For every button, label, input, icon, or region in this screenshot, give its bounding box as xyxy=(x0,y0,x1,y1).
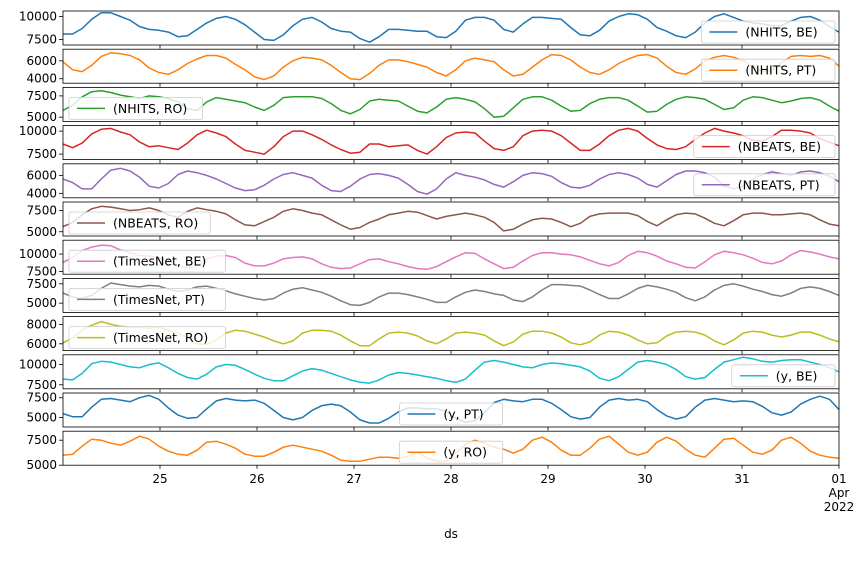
y-tick-label: 10000 xyxy=(19,247,57,261)
legend: (NBEATS, RO) xyxy=(68,211,211,235)
y-tick-label: 10000 xyxy=(19,124,57,138)
y-tick-label: 6000 xyxy=(26,168,57,182)
legend-label: (NHITS, PT) xyxy=(745,63,816,78)
legend-label: (NBEATS, BE) xyxy=(738,139,821,154)
x-tick-label: 30 xyxy=(637,472,652,486)
legend-label: (NBEATS, RO) xyxy=(113,216,198,231)
x-tick-label: 27 xyxy=(346,472,361,486)
y-tick-label: 10000 xyxy=(19,10,57,24)
legend: (TimesNet, RO) xyxy=(68,326,226,350)
legend-box xyxy=(701,58,836,82)
legend-label: (TimesNet, PT) xyxy=(113,292,205,307)
legend: (NHITS, PT) xyxy=(701,58,836,82)
series-line xyxy=(62,356,840,384)
legend-label: (y, BE) xyxy=(776,368,818,383)
y-tick-label: 5000 xyxy=(26,296,57,310)
x-tick-label: 29 xyxy=(540,472,555,486)
y-tick-label: 7500 xyxy=(26,277,57,291)
panel-7: 5000 7500 (TimesNet, PT) xyxy=(26,277,840,316)
y-tick-label: 7500 xyxy=(26,264,57,278)
legend-box xyxy=(398,402,503,426)
series-line xyxy=(62,127,840,155)
panel-frame xyxy=(62,354,840,390)
y-tick-label: 5000 xyxy=(26,458,57,472)
legend: (NHITS, BE) xyxy=(701,20,836,44)
panel-2: 5000 7500 (NHITS, RO) xyxy=(26,87,840,125)
legend: (NBEATS, PT) xyxy=(693,173,836,197)
legend: (NBEATS, BE) xyxy=(693,135,836,159)
legend-label: (NHITS, BE) xyxy=(745,25,817,40)
legend-label: (TimesNet, RO) xyxy=(113,330,208,345)
x-tick-sublabel: Apr xyxy=(829,486,850,500)
legend-label: (NHITS, RO) xyxy=(113,101,187,116)
y-tick-label: 7500 xyxy=(26,147,57,161)
y-tick-label: 7500 xyxy=(26,32,57,46)
y-tick-label: 7500 xyxy=(26,204,57,218)
y-tick-label: 10000 xyxy=(19,358,57,372)
legend-label: (TimesNet, BE) xyxy=(113,254,206,269)
panel-8: 6000 8000 (TimesNet, RO) xyxy=(26,316,840,355)
legend: (y, PT) xyxy=(398,402,503,426)
x-tick-label: 01 xyxy=(831,472,846,486)
x-axis-label: ds xyxy=(444,527,458,541)
legend-box xyxy=(731,364,836,388)
legend-label: (y, RO) xyxy=(443,445,487,460)
y-tick-label: 8000 xyxy=(26,317,57,331)
legend-box xyxy=(68,97,204,120)
panel-9: 7500 10000 (y, BE) xyxy=(19,354,840,393)
legend-box xyxy=(68,249,226,273)
panel-10: 5000 7500 (y, PT) xyxy=(26,391,840,431)
legend-box xyxy=(68,287,226,311)
legend-box xyxy=(693,135,836,159)
y-tick-label: 6000 xyxy=(26,54,57,68)
legend: (y, BE) xyxy=(731,364,836,388)
y-tick-label: 5000 xyxy=(26,411,57,425)
y-tick-label: 5000 xyxy=(26,110,57,124)
x-tick-label: 26 xyxy=(249,472,264,486)
x-tick-label: 25 xyxy=(152,472,167,486)
panel-0: 7500 10000 (NHITS, BE) xyxy=(19,10,840,49)
series-line xyxy=(63,12,840,43)
y-tick-label: 7500 xyxy=(26,378,57,392)
x-tick-sublabel: 2022 xyxy=(824,500,855,514)
y-tick-label: 7500 xyxy=(26,433,57,447)
legend-box xyxy=(398,440,503,464)
y-tick-label: 5000 xyxy=(26,225,57,239)
y-tick-label: 7500 xyxy=(26,89,57,103)
panel-1: 4000 6000 (NHITS, PT) xyxy=(26,48,840,87)
y-tick-label: 4000 xyxy=(26,72,57,86)
panel-11: 5000 7500 (y, RO) xyxy=(26,430,840,472)
panel-5: 5000 7500 (NBEATS, RO) xyxy=(26,201,840,240)
series-line xyxy=(62,205,840,232)
panel-3: 7500 10000 (NBEATS, BE) xyxy=(19,124,840,164)
legend: (TimesNet, PT) xyxy=(68,287,226,311)
panel-6: 7500 10000 (TimesNet, BE) xyxy=(19,239,840,278)
legend-box xyxy=(68,211,211,235)
legend-label: (y, PT) xyxy=(443,407,483,422)
legend-label: (NBEATS, PT) xyxy=(738,177,820,192)
legend-box xyxy=(701,20,836,44)
y-tick-label: 7500 xyxy=(26,391,57,405)
legend: (y, RO) xyxy=(398,440,503,464)
panel-4: 4000 6000 (NBEATS, PT) xyxy=(26,163,840,202)
legend: (TimesNet, BE) xyxy=(68,249,226,273)
y-tick-label: 6000 xyxy=(26,337,57,351)
legend-box xyxy=(68,326,226,350)
legend: (NHITS, RO) xyxy=(68,97,204,120)
x-tick-label: 28 xyxy=(443,472,458,486)
x-tick-label: 31 xyxy=(734,472,749,486)
y-tick-label: 4000 xyxy=(26,186,57,200)
legend-box xyxy=(693,173,836,197)
